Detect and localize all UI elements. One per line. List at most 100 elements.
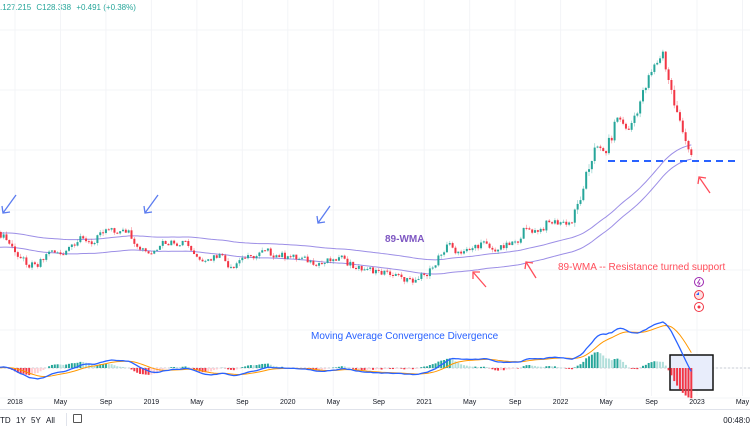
wma-lines	[0, 145, 691, 274]
candle-body	[173, 241, 175, 244]
candle	[591, 160, 593, 173]
macd-histogram-bar	[102, 364, 104, 368]
macd-histogram-bar	[338, 367, 340, 368]
candle-body	[364, 269, 366, 270]
candle	[119, 231, 121, 235]
calendar-icon[interactable]	[73, 414, 82, 423]
macd-histogram-bar	[469, 366, 471, 368]
macd-histogram-bar	[432, 364, 434, 368]
candle	[440, 254, 442, 259]
candle-body	[679, 112, 681, 120]
candle-body	[628, 129, 630, 130]
candle-body	[656, 63, 658, 65]
candle	[372, 266, 374, 273]
candle-body	[40, 259, 42, 267]
range-5y-button[interactable]: 5Y	[31, 416, 41, 425]
candle-body	[423, 274, 425, 275]
macd-histogram-bar	[210, 368, 212, 371]
macd-histogram-bar	[491, 368, 493, 369]
candle	[579, 196, 581, 205]
candle-body	[108, 229, 110, 230]
macd-histogram-bar	[230, 368, 232, 370]
macd-histogram-bar	[423, 367, 425, 368]
candle	[460, 250, 462, 256]
candle	[150, 251, 152, 254]
candle	[131, 227, 133, 239]
macd-histogram-bar	[378, 368, 380, 369]
macd-histogram-bar	[136, 368, 138, 373]
candle	[108, 228, 110, 230]
macd-histogram-bar	[187, 367, 189, 368]
candle-body	[523, 228, 525, 239]
macd-histogram-bar	[577, 366, 579, 368]
candle-body	[267, 249, 269, 251]
range-all-button[interactable]: All	[46, 416, 55, 425]
candle	[304, 255, 306, 257]
macd-histogram-bar	[665, 366, 667, 368]
candle-body	[57, 252, 59, 253]
candle	[153, 251, 155, 255]
macd-histogram-bar	[420, 367, 422, 368]
candle-body	[537, 230, 539, 232]
candle-body	[375, 270, 377, 273]
candle-body	[11, 244, 13, 247]
candle-body	[150, 253, 152, 254]
candle	[656, 60, 658, 65]
candle	[238, 258, 240, 266]
candle	[34, 261, 36, 265]
candle-body	[454, 248, 456, 254]
candle-body	[261, 250, 263, 252]
red-arrow-icon	[473, 272, 486, 287]
macd-histogram-bar	[324, 368, 326, 369]
macd-histogram-bar	[551, 366, 553, 368]
candle-body	[79, 236, 81, 242]
candle	[213, 255, 215, 263]
candle	[551, 221, 553, 224]
macd-histogram-bar	[358, 368, 360, 369]
macd-histogram-bar	[400, 368, 402, 369]
candle	[128, 229, 130, 233]
candle-body	[528, 228, 530, 229]
x-tick-label: 2023	[689, 399, 705, 406]
macd-histogram-bar	[57, 364, 59, 368]
candle	[645, 87, 647, 93]
macd-histogram-bar	[500, 368, 502, 370]
range-td-button[interactable]: TD	[0, 416, 11, 425]
candle-body	[68, 247, 70, 251]
candle-body	[159, 246, 161, 250]
macd-histogram-bar	[585, 358, 587, 368]
candle-body	[153, 251, 155, 254]
macd-histogram-bar	[105, 364, 107, 368]
x-tick-label: May	[190, 399, 204, 406]
candle-body	[20, 257, 22, 258]
candle	[185, 240, 187, 242]
macd-histogram-bar	[543, 367, 545, 368]
candle-body	[352, 262, 354, 268]
macd-histogram-bar	[119, 367, 121, 368]
macd-histogram-bar	[682, 368, 684, 393]
macd-histogram-bar	[366, 368, 368, 370]
candle-body	[579, 200, 581, 204]
candle-body	[562, 222, 564, 223]
candle-body	[409, 278, 411, 279]
candle	[557, 219, 559, 225]
candle	[349, 259, 351, 268]
candle-body	[122, 230, 124, 231]
macd-histogram-bar	[466, 366, 468, 368]
range-1y-button[interactable]: 1Y	[16, 416, 26, 425]
candle	[577, 200, 579, 214]
candle	[202, 258, 204, 262]
candle-body	[449, 243, 451, 244]
candle	[651, 69, 653, 76]
candle-body	[568, 222, 570, 224]
candle-body	[571, 222, 573, 223]
candle-body	[531, 229, 533, 232]
candle-body	[3, 234, 5, 237]
candle	[85, 236, 87, 242]
candle	[633, 113, 635, 127]
candle	[463, 249, 465, 255]
candle	[679, 110, 681, 123]
candle-body	[236, 263, 238, 268]
